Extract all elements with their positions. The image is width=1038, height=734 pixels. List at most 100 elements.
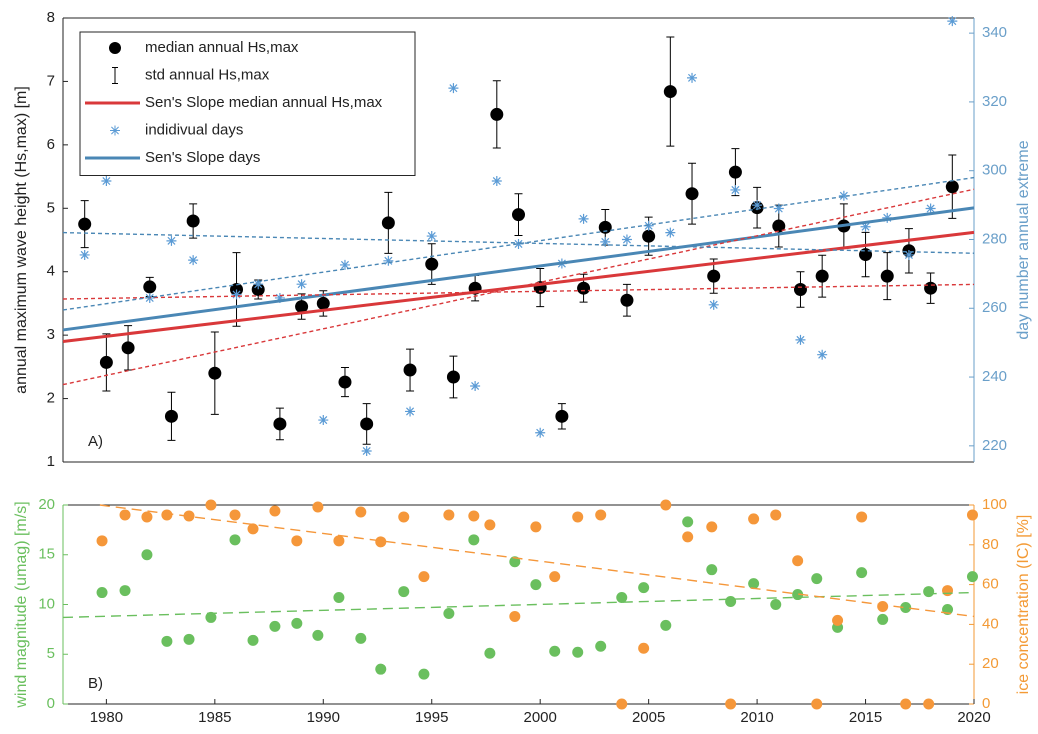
data-point — [375, 536, 387, 548]
error-bar — [557, 403, 566, 430]
day-star — [860, 221, 871, 232]
data-point — [96, 587, 108, 599]
day-star — [643, 220, 654, 231]
y2-tick-label: 60 — [982, 576, 999, 593]
legend-marker — [112, 67, 118, 84]
error-bar — [796, 271, 805, 308]
y2-tick-label: 340 — [982, 24, 1007, 41]
trend-line — [62, 231, 975, 254]
day-star — [665, 227, 676, 238]
y2-tick-label: 260 — [982, 299, 1007, 316]
error-bar — [275, 407, 284, 441]
data-point — [638, 582, 650, 594]
x-tick-label: 2015 — [849, 709, 882, 726]
legend-label: std annual Hs,max — [145, 66, 270, 83]
data-point — [312, 501, 324, 513]
day-star — [491, 176, 502, 187]
day-star — [79, 249, 90, 260]
data-point — [247, 523, 259, 535]
y2-tick-label: 20 — [982, 655, 999, 672]
y2-tick-label: 280 — [982, 230, 1007, 247]
day-star — [687, 72, 698, 83]
data-point — [706, 521, 718, 533]
data-point — [183, 633, 195, 645]
data-point — [205, 499, 217, 511]
y-tick-label: 0 — [47, 695, 55, 712]
y2-tick-label: 0 — [982, 695, 990, 712]
day-star — [903, 249, 914, 260]
data-point — [398, 511, 410, 523]
legend-label: median annual Hs,max — [145, 39, 299, 56]
data-point — [595, 509, 607, 521]
data-point — [355, 632, 367, 644]
y-tick-label: 10 — [38, 595, 55, 612]
error-bar — [80, 200, 89, 249]
data-point — [660, 499, 672, 511]
y-tick-label: 5 — [47, 199, 55, 216]
data-point — [375, 663, 387, 675]
error-bar — [362, 403, 371, 445]
day-star — [101, 176, 112, 187]
error-bar — [492, 80, 501, 149]
panel-label: B) — [88, 675, 103, 692]
panel-label: A) — [88, 433, 103, 450]
data-point — [468, 510, 480, 522]
y-tick-label: 8 — [47, 9, 55, 26]
y2-tick-label: 220 — [982, 437, 1007, 454]
data-point — [811, 698, 823, 710]
error-bar — [167, 391, 176, 441]
data-point — [443, 509, 455, 521]
data-point — [900, 698, 912, 710]
data-point — [161, 635, 173, 647]
day-star — [838, 190, 849, 201]
day-star — [708, 299, 719, 310]
data-point — [312, 629, 324, 641]
data-point — [770, 599, 782, 610]
y-tick-label: 6 — [47, 136, 55, 153]
day-star — [426, 231, 437, 242]
trend-line — [99, 504, 975, 618]
data-point — [877, 613, 889, 625]
error-bar — [232, 252, 241, 327]
x-tick-label: 1990 — [307, 709, 340, 726]
error-bar — [449, 355, 458, 399]
y2-tick-label: 100 — [982, 496, 1007, 513]
y2-tick-label: 40 — [982, 615, 999, 632]
error-bar — [688, 162, 697, 225]
y-axis-label: wind magnitude (umag) [m/s] — [13, 501, 30, 708]
x-tick-label: 2005 — [632, 709, 665, 726]
y-tick-label: 7 — [47, 72, 55, 89]
data-point — [398, 586, 410, 598]
data-point — [595, 640, 607, 652]
legend-marker — [110, 125, 120, 136]
day-star — [231, 289, 242, 300]
data-point — [942, 585, 954, 597]
data-point — [355, 506, 367, 518]
data-point — [468, 534, 480, 546]
day-star — [339, 259, 350, 270]
data-point — [549, 645, 561, 657]
data-point — [966, 509, 978, 521]
x-tick-label: 1995 — [415, 709, 448, 726]
error-bar — [883, 252, 892, 301]
error-bar — [189, 203, 198, 239]
error-bar — [622, 283, 631, 317]
day-star — [448, 83, 459, 94]
data-point — [141, 511, 153, 523]
data-point — [269, 505, 281, 517]
x-tick-label: 2010 — [740, 709, 773, 726]
data-point — [572, 646, 584, 658]
day-star — [513, 238, 524, 249]
trend-line — [62, 188, 975, 386]
data-point — [509, 556, 521, 568]
data-point — [291, 617, 303, 629]
y-tick-label: 2 — [47, 390, 55, 407]
day-star — [773, 203, 784, 214]
y2-tick-label: 320 — [982, 93, 1007, 110]
data-point — [616, 698, 628, 710]
data-point — [333, 535, 345, 547]
day-star — [730, 184, 741, 195]
data-point — [725, 596, 737, 608]
data-point — [443, 607, 455, 619]
data-point — [748, 513, 760, 525]
